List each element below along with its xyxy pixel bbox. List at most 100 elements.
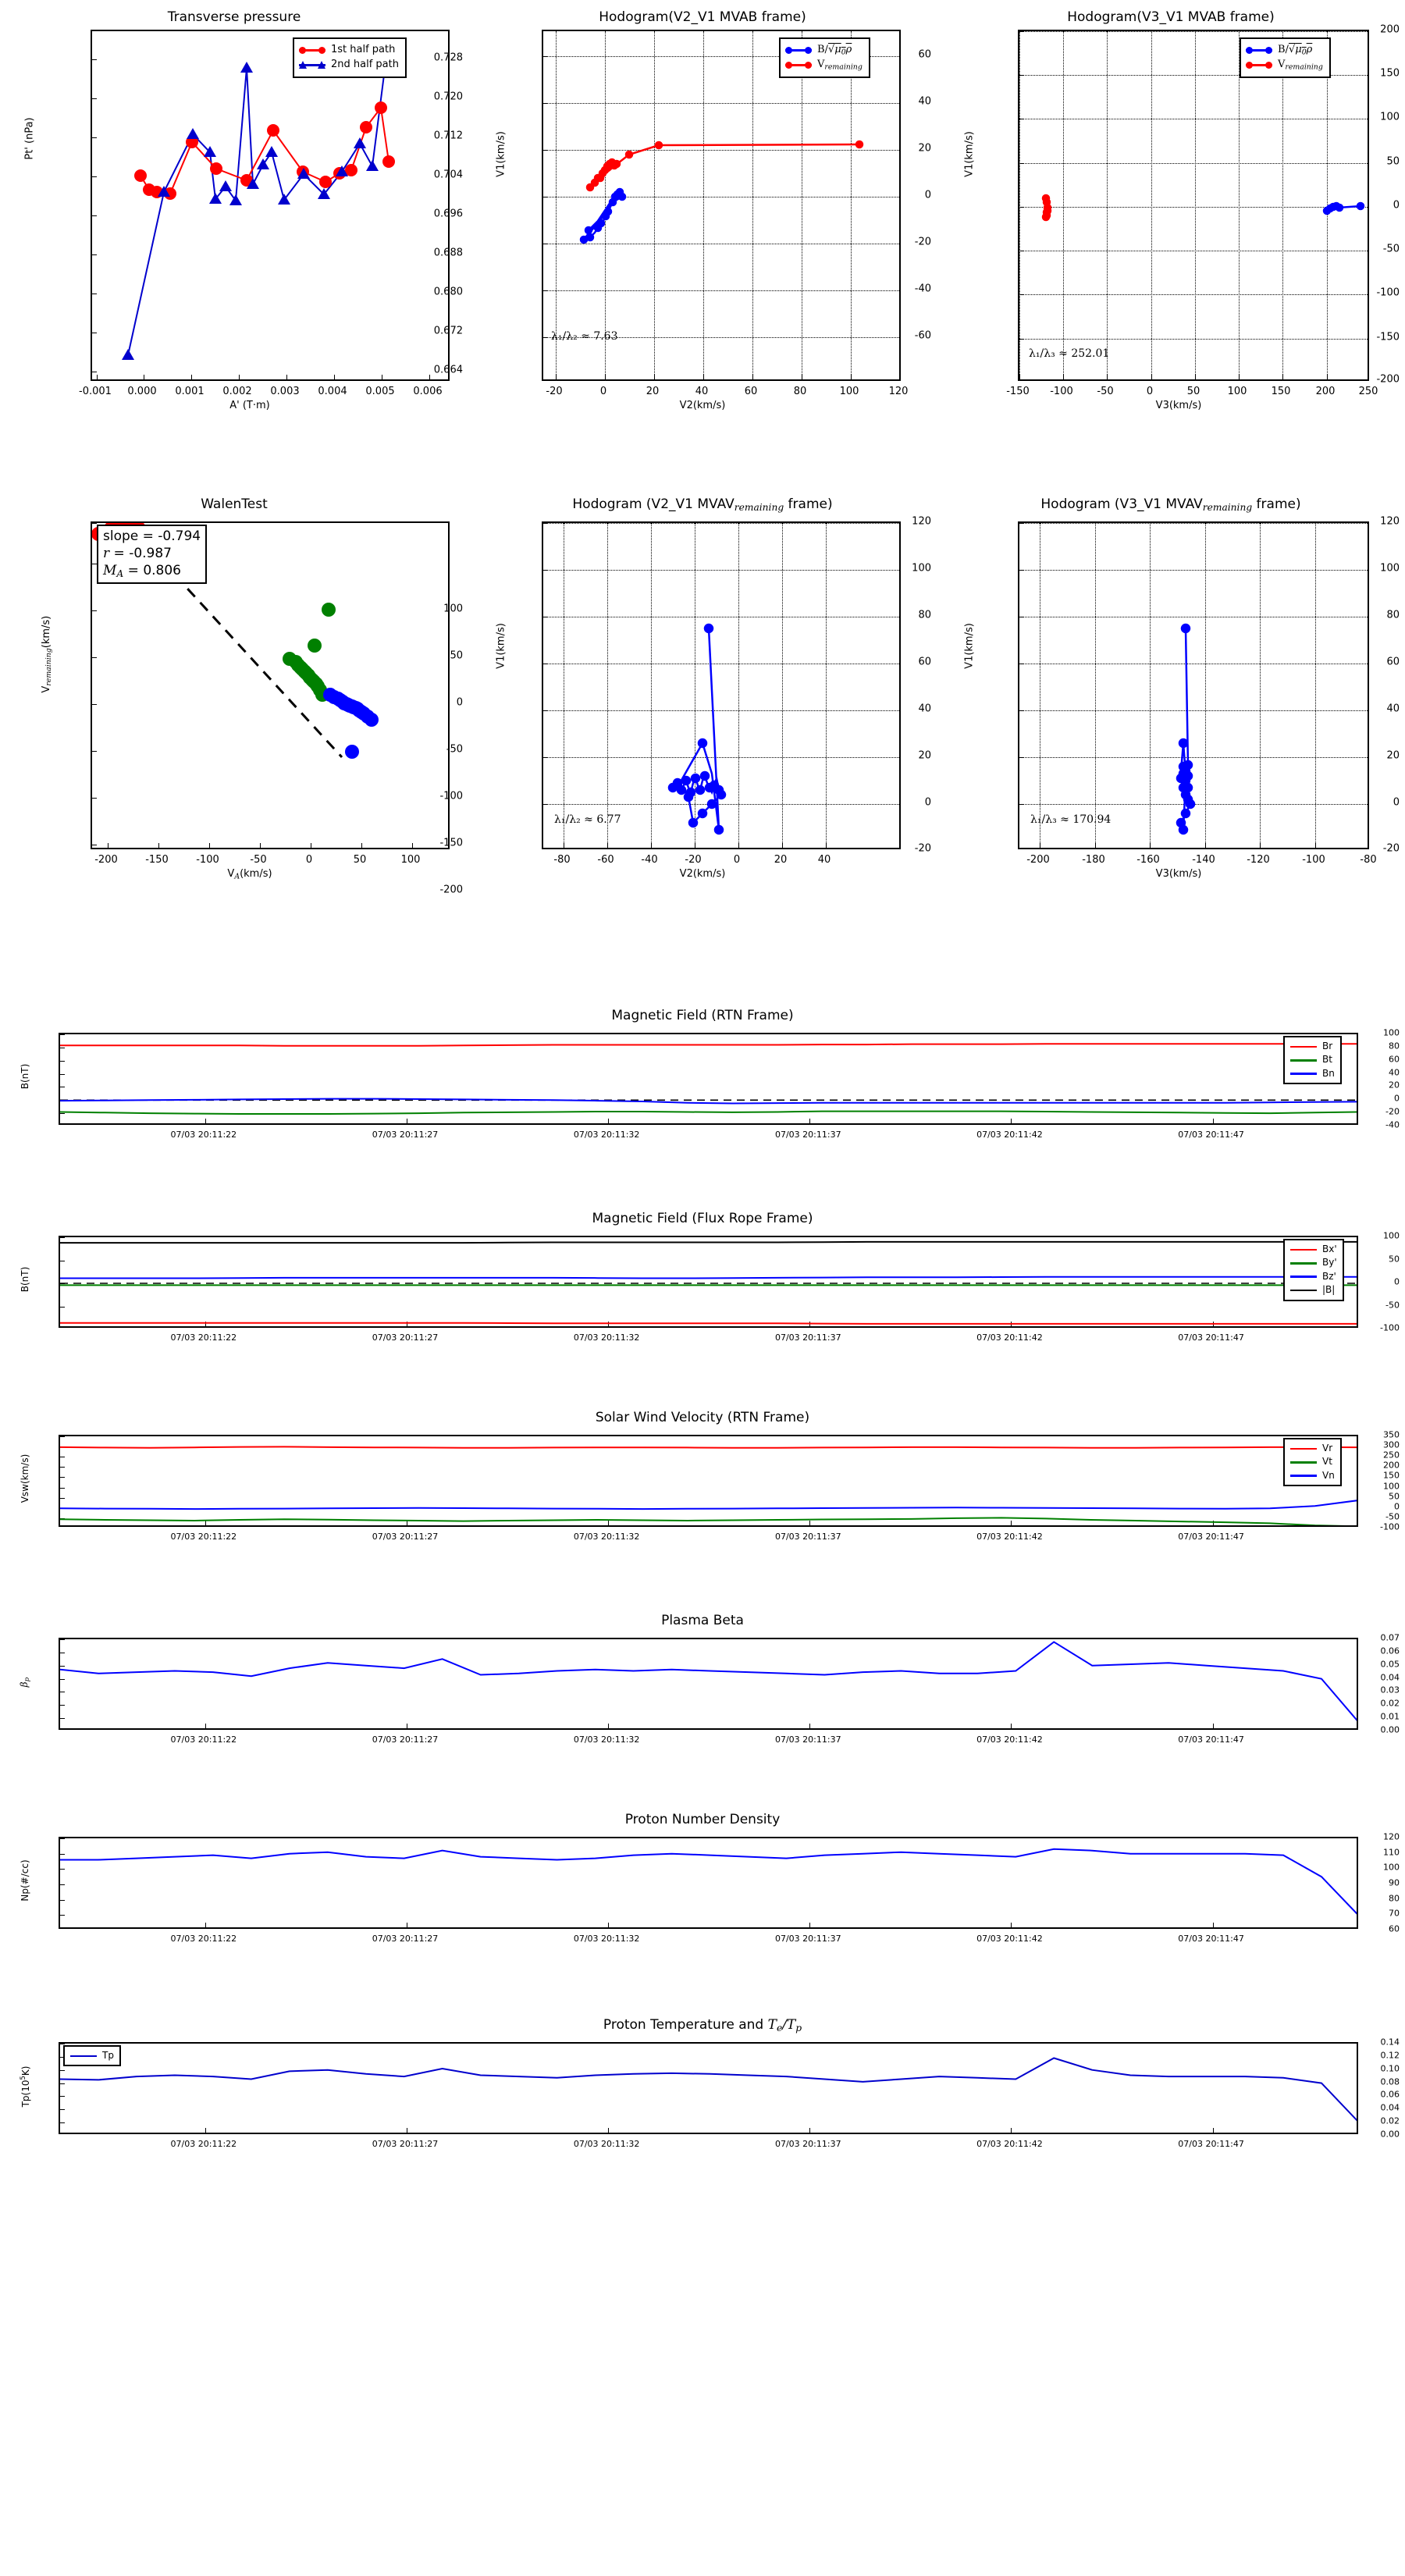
series-Vr <box>60 1446 1357 1449</box>
x-axis-label: VA(km/s) <box>227 868 272 881</box>
x-tickmark <box>1011 2128 1012 2133</box>
x-tick: -80 <box>553 854 571 866</box>
plot-area: λ₁/λ₃ ≈ 170.94 <box>1018 521 1369 849</box>
y-tickmark <box>60 1073 65 1075</box>
y-tickmark <box>60 1060 65 1062</box>
legend-label: Bz' <box>1322 1270 1336 1282</box>
x-tick: 50 <box>1186 386 1200 397</box>
series-Bz' <box>60 1276 1357 1279</box>
panel-b_rtn: Magnetic Field (RTN Frame) B(nT) -40 -20 0 20… <box>0 1003 1405 1198</box>
panel-transverse-pressure: Transverse pressure Pt' (nPa) <box>0 0 468 437</box>
y-axis-label: B(nT) <box>20 1266 30 1293</box>
v-remaining-trace <box>1041 194 1052 222</box>
plasma_beta-series <box>60 1641 1357 1721</box>
line-swatch-icon <box>1290 1443 1317 1454</box>
x-tick: 0 <box>1146 386 1154 397</box>
triangle-marker-icon <box>299 59 325 70</box>
legend-entry: B/√μ0ρ <box>1246 43 1323 58</box>
x-tick: -20 <box>546 386 563 397</box>
plot-area <box>59 1236 1358 1328</box>
eigenvalue-ratio-annotation: λ₁/λ₂ ≈ 6.77 <box>554 813 621 826</box>
panel-b_fluxrope: Magnetic Field (Flux Rope Frame) B(nT) -10… <box>0 1206 1405 1401</box>
y-tickmark <box>60 1838 65 1839</box>
panel-title: Hodogram (V3_V1 MVAVremaining frame) <box>1040 496 1301 514</box>
x-tickmark <box>1212 1923 1214 1927</box>
hodogram-v3v1-mvav-series <box>1176 623 1196 835</box>
x-tick: 07/03 20:11:27 <box>372 1934 439 1944</box>
y-tick: 0.08 <box>1380 2076 1400 2087</box>
x-tick: 200 <box>1315 386 1336 397</box>
x-tick: 40 <box>817 854 831 866</box>
y-tick: 20 <box>918 142 931 155</box>
y-tick: 0 <box>1393 796 1400 809</box>
panel-title: Magnetic Field (Flux Rope Frame) <box>592 1211 813 1226</box>
y-tick: 100 <box>1380 562 1400 575</box>
y-tick: -200 <box>439 884 463 896</box>
x-tick: 07/03 20:11:42 <box>976 2139 1043 2149</box>
legend-b_fluxrope[interactable]: Bx' By' Bz' |B| <box>1283 1239 1344 1301</box>
y-tick: 70 <box>1389 1908 1400 1919</box>
series-Vn <box>60 1500 1357 1510</box>
legend-b_rtn[interactable]: Br Bt Bn <box>1283 1036 1342 1085</box>
x-tick: 100 <box>1227 386 1247 397</box>
x-tick: 07/03 20:11:32 <box>573 2139 640 2149</box>
y-tick: 0.00 <box>1380 2129 1400 2140</box>
vsw_rtn-series <box>60 1446 1357 1525</box>
panel-hodogram-v3v1-mvav: Hodogram (V3_V1 MVAVremaining frame) V1(… <box>937 468 1405 906</box>
y-tick: 0 <box>924 796 931 809</box>
legend-entry: Bt <box>1290 1053 1335 1066</box>
x-tick: -60 <box>597 854 614 866</box>
series-Vt <box>60 1517 1346 1525</box>
y-tickmark <box>60 1436 65 1437</box>
y-tick: 100 <box>1383 1862 1400 1873</box>
y-tickmark <box>60 1113 65 1115</box>
panel-title: Hodogram(V3_V1 MVAB frame) <box>1067 9 1275 25</box>
x-tick: 07/03 20:11:42 <box>976 1532 1043 1542</box>
y-tick: 100 <box>1383 1481 1400 1492</box>
y-tick: 100 <box>443 603 463 615</box>
legend-label: Vremaining <box>817 58 863 72</box>
legend-transverse-pressure[interactable]: 1st half path 2nd half path <box>293 37 407 78</box>
x-tickmark <box>608 1521 610 1525</box>
panel-title: Proton Number Density <box>624 1812 781 1827</box>
x-tick: 07/03 20:11:22 <box>170 1332 237 1343</box>
b_fluxrope-series <box>60 1240 1357 1325</box>
legend-label: Bt <box>1322 1054 1332 1066</box>
x-tick: 07/03 20:11:42 <box>976 1735 1043 1745</box>
hodogram-v2v1-mvav-series <box>667 623 727 835</box>
legend-hodogram-v2v1-mvab[interactable]: B/√μ0ρ Vremaining <box>779 37 870 78</box>
panel-title: WalenTest <box>201 496 268 512</box>
y-tick: 0 <box>1393 199 1400 212</box>
series-Tp <box>60 2057 1357 2122</box>
legend-proton_temperature[interactable]: Tp <box>63 2045 121 2067</box>
y-tick: 60 <box>1389 1054 1400 1065</box>
legend-hodogram-v3v1-mvab[interactable]: B/√μ0ρ Vremaining <box>1240 37 1331 78</box>
y-tick: -150 <box>439 837 463 849</box>
x-tick: -20 <box>685 854 702 866</box>
x-tick: 0.000 <box>127 386 157 397</box>
x-tick: 07/03 20:11:32 <box>573 1130 640 1140</box>
y-tick: 80 <box>1386 609 1400 621</box>
y-tick: 110 <box>1383 1847 1400 1858</box>
legend-entry: 1st half path <box>299 43 399 58</box>
y-tick: 200 <box>1383 1460 1400 1471</box>
y-tick: -20 <box>1382 842 1400 855</box>
panel-title: Magnetic Field (RTN Frame) <box>611 1008 794 1023</box>
line-swatch-icon <box>1290 1271 1317 1282</box>
line-swatch-icon <box>1290 1470 1317 1481</box>
x-tickmark <box>809 1521 811 1525</box>
x-tick: -80 <box>1360 854 1377 866</box>
y-tick: 0.720 <box>433 91 463 103</box>
y-tick: 60 <box>1386 656 1400 668</box>
legend-entry: Vr <box>1290 1442 1335 1455</box>
x-tick: 40 <box>695 386 709 397</box>
legend-label: B/√μ0ρ <box>1278 44 1313 57</box>
x-tickmark <box>608 1724 610 1728</box>
x-tick: 0.002 <box>222 386 252 397</box>
legend-label: Vt <box>1322 1456 1332 1468</box>
y-tick: 40 <box>918 95 931 108</box>
legend-vsw_rtn[interactable]: Vr Vt Vn <box>1283 1438 1342 1487</box>
panel-proton_density: Proton Number Density Np(#/cc) 60 70 80 90 100… <box>0 1807 1405 2002</box>
y-tickmark <box>60 1678 65 1680</box>
